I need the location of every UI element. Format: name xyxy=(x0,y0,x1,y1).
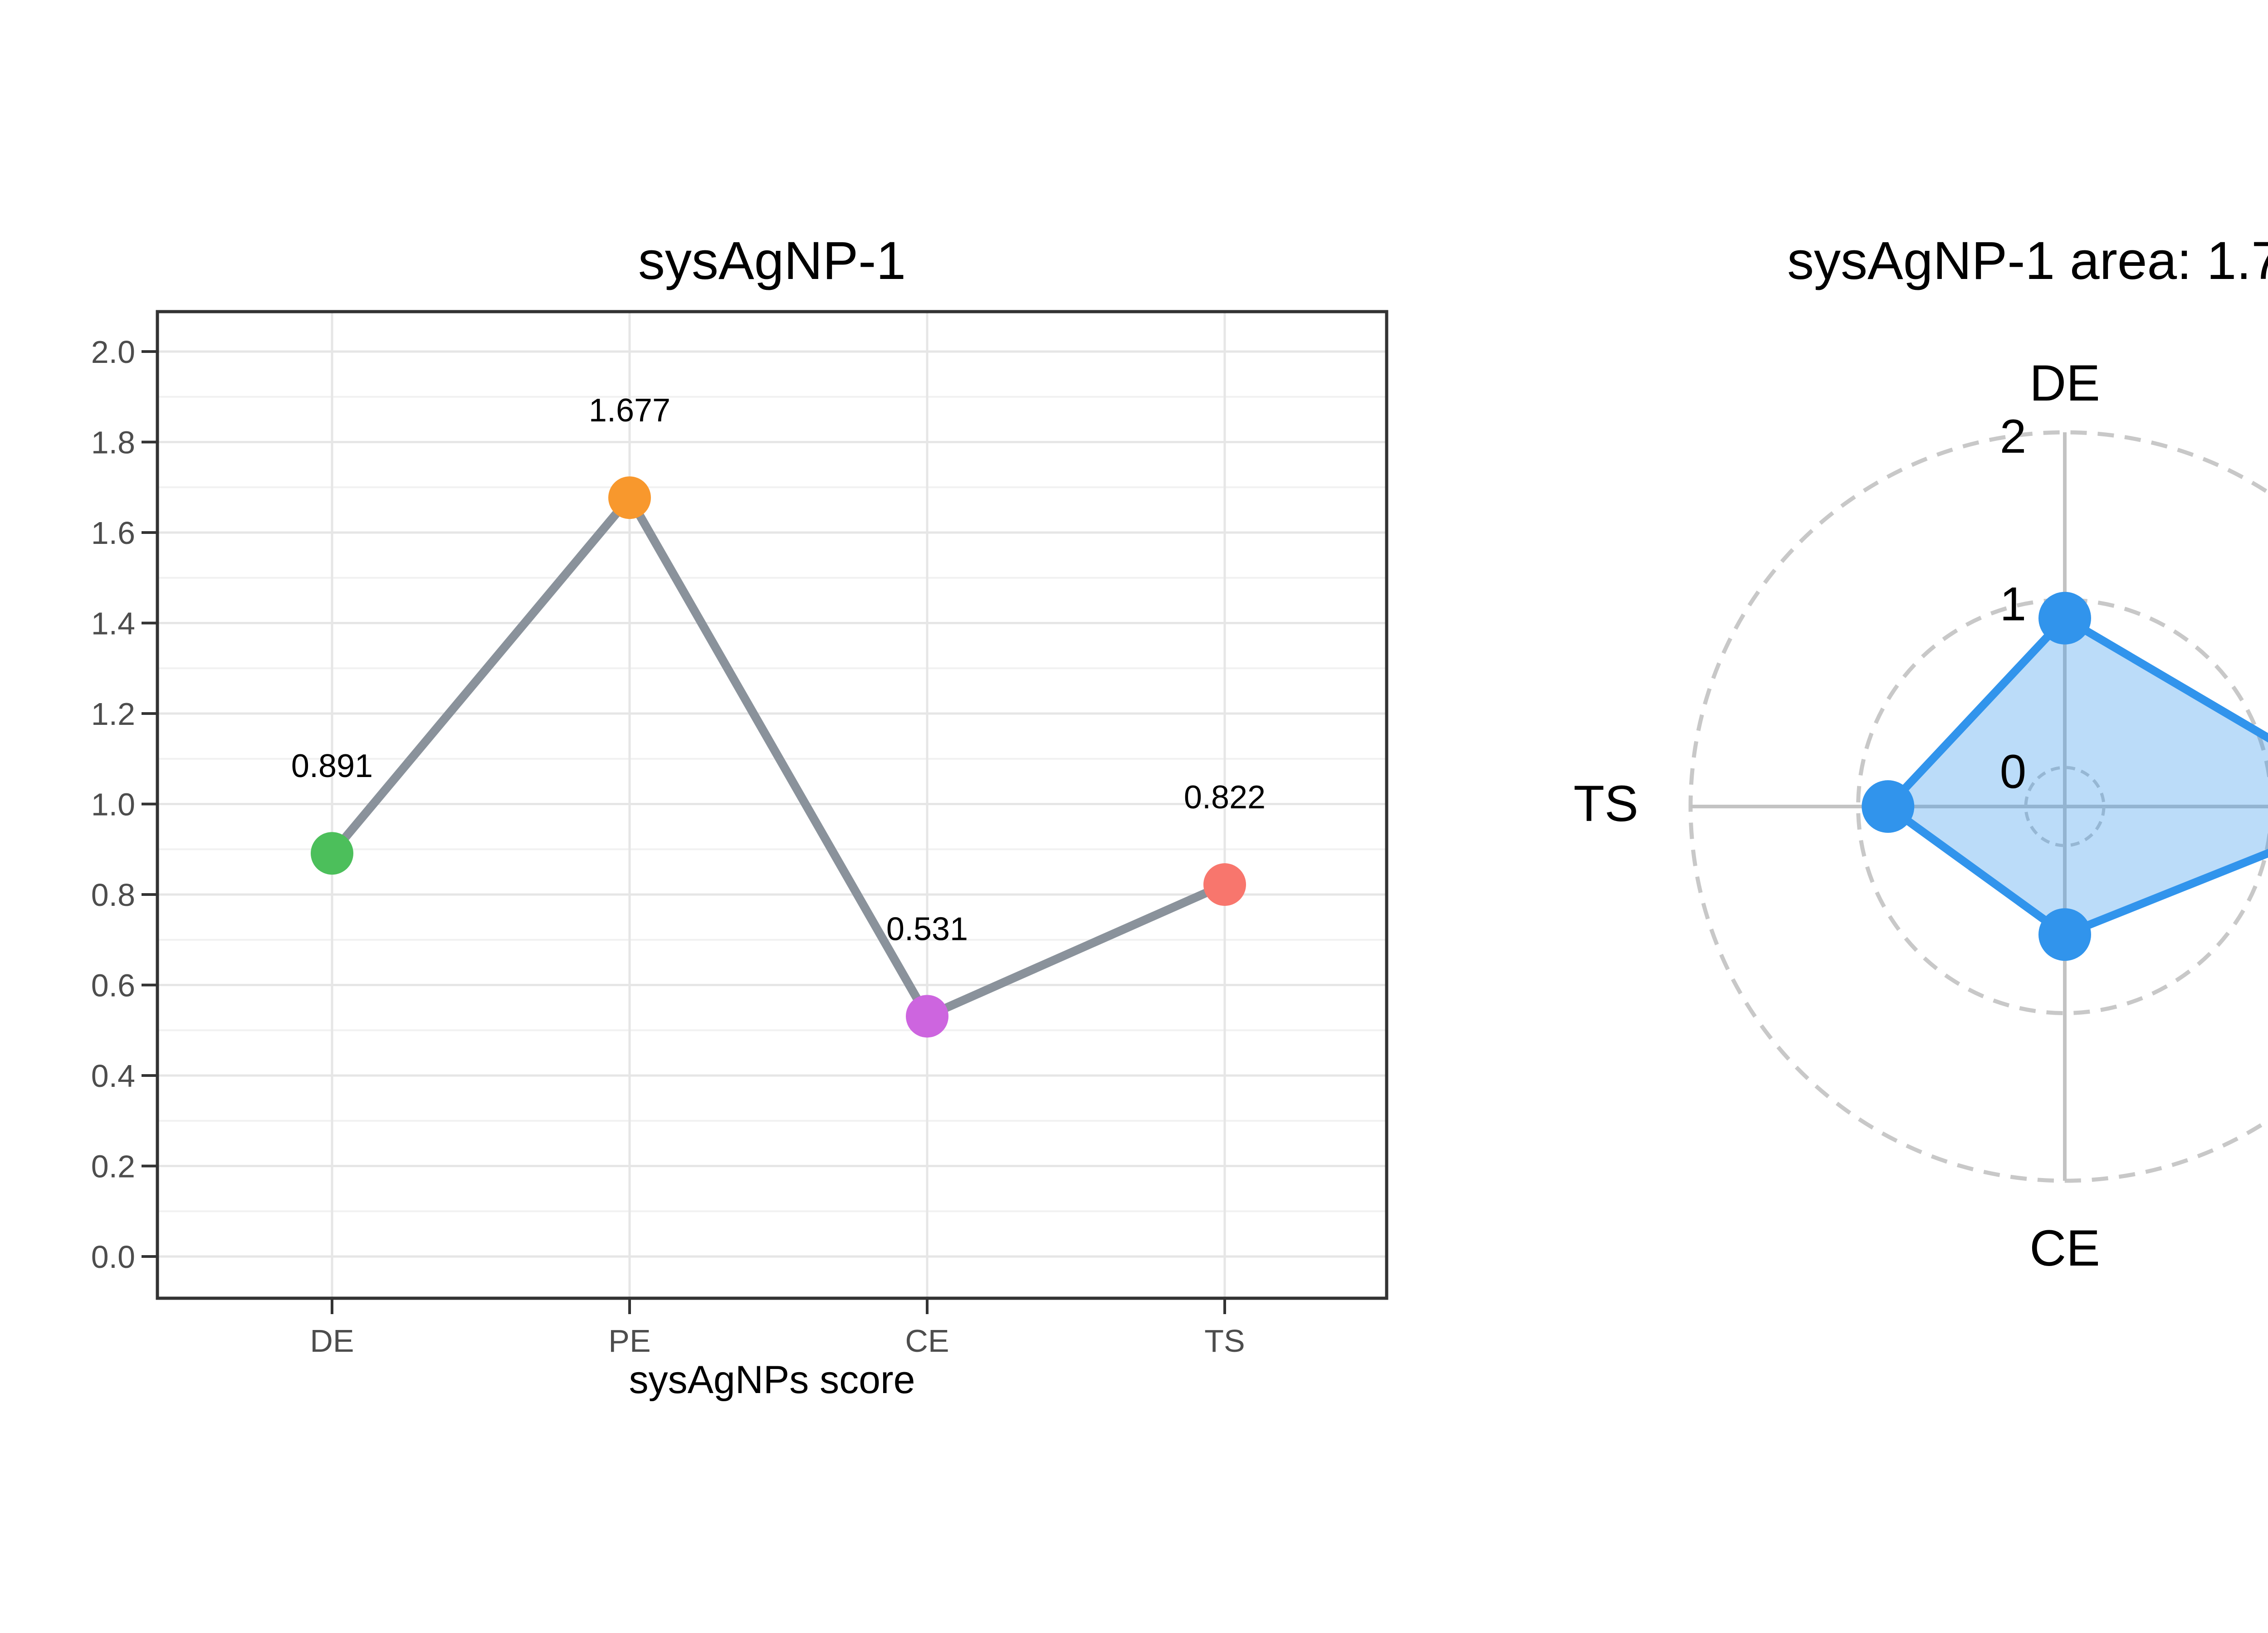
y-tick-label: 1.4 xyxy=(91,606,135,641)
y-tick-label: 1.6 xyxy=(91,515,135,551)
radial-tick-label-1: 1 xyxy=(2000,578,2026,631)
radar-point-TS xyxy=(1862,780,1915,833)
radar-chart-title: sysAgNP-1 area: 1.777 xyxy=(1787,231,2268,291)
value-label-PE: 1.677 xyxy=(589,392,670,429)
radar-chart-canvas: 012DEPECETS xyxy=(1574,355,2268,1276)
score-line xyxy=(327,493,1229,1021)
line-chart-canvas: 0.0 0.2 0.4 0.6 0.8 1.0 1.2 1.4 1.6 1.8 2.0 DE PE CE T… xyxy=(91,310,1388,1359)
grid-ring-0 xyxy=(2024,766,2106,847)
radar-axis-label-TS: TS xyxy=(1574,775,1638,832)
radial-tick-label-0: 0 xyxy=(2000,745,2026,798)
x-tick-label-CE: CE xyxy=(905,1323,949,1359)
y-tick-label: 0.0 xyxy=(91,1239,135,1275)
data-point-PE xyxy=(608,476,651,519)
y-tick-label: 1.8 xyxy=(91,425,135,460)
data-point-TS xyxy=(1203,863,1246,906)
radar-point-CE xyxy=(2038,908,2091,961)
y-tick-label: 0.4 xyxy=(91,1058,135,1094)
x-tick-label-TS: TS xyxy=(1204,1323,1245,1359)
data-point-DE xyxy=(311,832,353,875)
y-tick-label: 0.6 xyxy=(91,968,135,1003)
y-tick-label: 0.2 xyxy=(91,1149,135,1184)
x-axis-title: sysAgNPs score xyxy=(629,1358,915,1402)
radar-polygon xyxy=(1884,614,2268,939)
data-point-CE xyxy=(906,995,948,1038)
value-label-DE: 0.891 xyxy=(291,748,373,784)
x-tick-label-DE: DE xyxy=(310,1323,354,1359)
value-label-CE: 0.531 xyxy=(886,911,968,947)
x-tick-label-PE: PE xyxy=(608,1323,650,1359)
line-chart-title: sysAgNP-1 xyxy=(638,231,906,291)
value-label-TS: 0.822 xyxy=(1184,779,1266,816)
y-tick-label: 1.2 xyxy=(91,696,135,732)
y-tick-label: 2.0 xyxy=(91,334,135,370)
radar-axis-label-DE: DE xyxy=(2029,355,2100,411)
y-tick-label: 1.0 xyxy=(91,787,135,822)
y-tick-label: 0.8 xyxy=(91,877,135,913)
radial-tick-label-2: 2 xyxy=(2000,410,2026,463)
radar-point-DE xyxy=(2038,592,2091,645)
radar-axis-label-CE: CE xyxy=(2029,1220,2100,1276)
